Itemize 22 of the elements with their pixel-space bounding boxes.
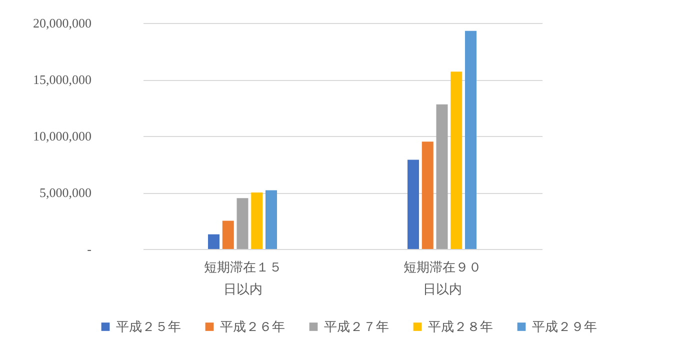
legend-label: 平成２９年	[532, 318, 597, 334]
bar	[450, 72, 462, 249]
bar	[222, 220, 234, 249]
legend-label: 平成２７年	[324, 318, 389, 334]
y-tick-label: -	[87, 242, 92, 256]
bar	[436, 104, 448, 249]
y-tick-label: 20,000,000	[33, 16, 92, 30]
y-tick-label: 5,000,000	[40, 185, 92, 200]
x-tick-label: 短期滞在９０日以内	[403, 260, 482, 296]
legend-label: 平成２８年	[428, 318, 493, 334]
legend-label: 平成２６年	[220, 318, 285, 334]
bar	[266, 190, 277, 249]
y-tick-label: 10,000,000	[33, 128, 92, 144]
legend-label: 平成２５年	[116, 318, 181, 334]
bar	[408, 160, 419, 249]
bar	[422, 142, 434, 249]
x-tick-label: 短期滞在１５日以内	[204, 260, 282, 296]
bar	[251, 192, 263, 249]
y-tick-label: 15,000,000	[33, 72, 92, 87]
bar	[208, 234, 220, 249]
bar	[465, 30, 476, 249]
bar	[236, 198, 248, 249]
